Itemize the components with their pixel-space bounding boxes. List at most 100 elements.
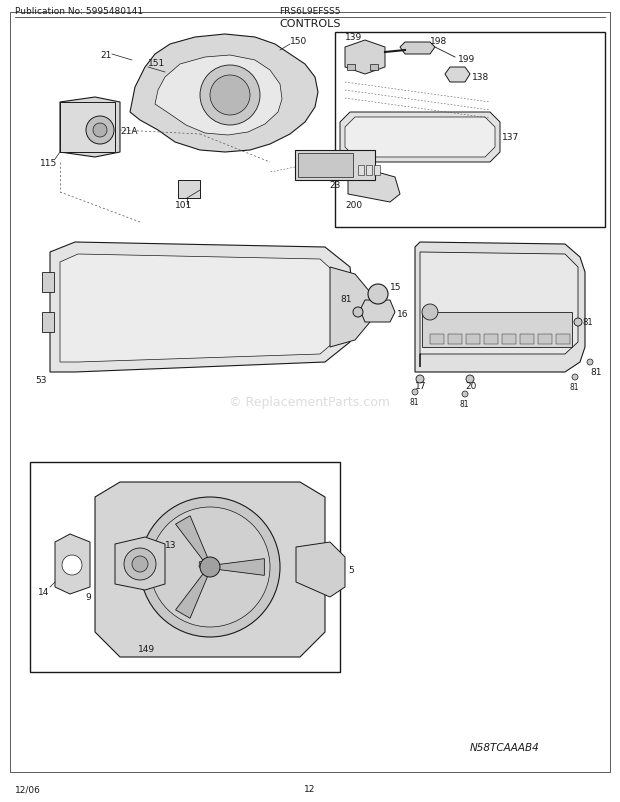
Bar <box>374 166 380 176</box>
Circle shape <box>422 305 438 321</box>
Bar <box>484 334 498 345</box>
Circle shape <box>140 497 280 638</box>
Text: 21: 21 <box>100 51 112 59</box>
Polygon shape <box>60 98 120 158</box>
Text: 14: 14 <box>38 588 50 597</box>
Circle shape <box>150 508 270 627</box>
Bar <box>298 154 353 178</box>
Polygon shape <box>60 255 344 363</box>
Bar <box>60 103 115 153</box>
Text: 12: 12 <box>304 784 316 793</box>
Text: 12/06: 12/06 <box>15 784 41 793</box>
Polygon shape <box>175 573 208 618</box>
Polygon shape <box>345 41 385 75</box>
Circle shape <box>574 318 582 326</box>
Text: 151: 151 <box>148 59 166 67</box>
Text: 198: 198 <box>430 36 447 46</box>
Circle shape <box>353 308 363 318</box>
Bar <box>556 334 570 345</box>
Circle shape <box>62 555 82 575</box>
Bar <box>295 151 375 180</box>
Text: 53: 53 <box>35 376 46 385</box>
Polygon shape <box>175 516 208 562</box>
Text: FRS6L9EFSS5: FRS6L9EFSS5 <box>279 7 341 17</box>
Text: 139: 139 <box>345 34 362 43</box>
Text: 15: 15 <box>390 282 402 291</box>
Bar <box>366 166 372 176</box>
Text: 16: 16 <box>397 310 409 319</box>
Bar <box>520 334 534 345</box>
Text: 137: 137 <box>502 133 519 142</box>
Text: Publication No: 5995480141: Publication No: 5995480141 <box>15 7 143 17</box>
Text: 21A: 21A <box>120 127 138 136</box>
Text: 81: 81 <box>590 368 601 377</box>
Circle shape <box>462 391 468 398</box>
Text: 81: 81 <box>570 383 580 392</box>
Text: 115: 115 <box>40 158 57 168</box>
Circle shape <box>93 124 107 138</box>
Text: 9: 9 <box>85 593 91 602</box>
Text: 13: 13 <box>165 540 177 549</box>
Circle shape <box>200 557 220 577</box>
Polygon shape <box>155 56 282 136</box>
Bar <box>502 334 516 345</box>
Circle shape <box>124 549 156 581</box>
Bar <box>358 166 364 176</box>
Polygon shape <box>400 43 435 55</box>
Text: 101: 101 <box>175 200 192 209</box>
Bar <box>538 334 552 345</box>
Circle shape <box>466 375 474 383</box>
Circle shape <box>587 359 593 366</box>
Polygon shape <box>420 253 578 367</box>
Bar <box>466 334 480 345</box>
Text: 138: 138 <box>472 72 489 81</box>
Polygon shape <box>415 243 585 373</box>
Polygon shape <box>340 113 500 163</box>
Text: 150: 150 <box>290 36 308 46</box>
Text: 199: 199 <box>458 55 476 64</box>
Text: CONTROLS: CONTROLS <box>279 19 341 29</box>
Text: © ReplacementParts.com: © ReplacementParts.com <box>229 396 391 409</box>
Text: 81: 81 <box>410 398 420 407</box>
Polygon shape <box>95 482 325 657</box>
Circle shape <box>572 375 578 380</box>
Text: 8: 8 <box>197 561 203 569</box>
Bar <box>448 334 462 345</box>
Circle shape <box>368 285 388 305</box>
Polygon shape <box>218 559 264 576</box>
Bar <box>30 463 340 672</box>
Polygon shape <box>130 35 318 153</box>
Polygon shape <box>296 542 345 597</box>
Circle shape <box>132 557 148 573</box>
Circle shape <box>210 76 250 115</box>
Bar <box>178 180 200 199</box>
Circle shape <box>416 375 424 383</box>
Text: 149: 149 <box>138 645 155 654</box>
Polygon shape <box>115 537 165 590</box>
Bar <box>422 313 572 347</box>
Text: 81: 81 <box>460 400 469 409</box>
Polygon shape <box>360 301 395 322</box>
Text: 23: 23 <box>329 181 340 190</box>
Bar <box>335 33 605 228</box>
Polygon shape <box>348 171 400 203</box>
Text: 5: 5 <box>348 565 354 575</box>
Polygon shape <box>50 243 355 373</box>
Text: 81: 81 <box>582 318 593 327</box>
Polygon shape <box>345 118 495 158</box>
Circle shape <box>86 117 114 145</box>
Circle shape <box>412 390 418 395</box>
Text: 20: 20 <box>465 382 476 391</box>
Bar <box>370 65 378 71</box>
Text: N58TCAAAB4: N58TCAAAB4 <box>470 742 540 752</box>
Bar <box>42 313 54 333</box>
Polygon shape <box>445 68 470 83</box>
Bar <box>42 273 54 293</box>
Bar <box>430 334 444 345</box>
Text: 200: 200 <box>345 201 362 210</box>
Circle shape <box>200 66 260 126</box>
Text: 81: 81 <box>340 295 352 304</box>
Text: 17: 17 <box>415 382 427 391</box>
Polygon shape <box>55 534 90 594</box>
Polygon shape <box>330 268 370 347</box>
